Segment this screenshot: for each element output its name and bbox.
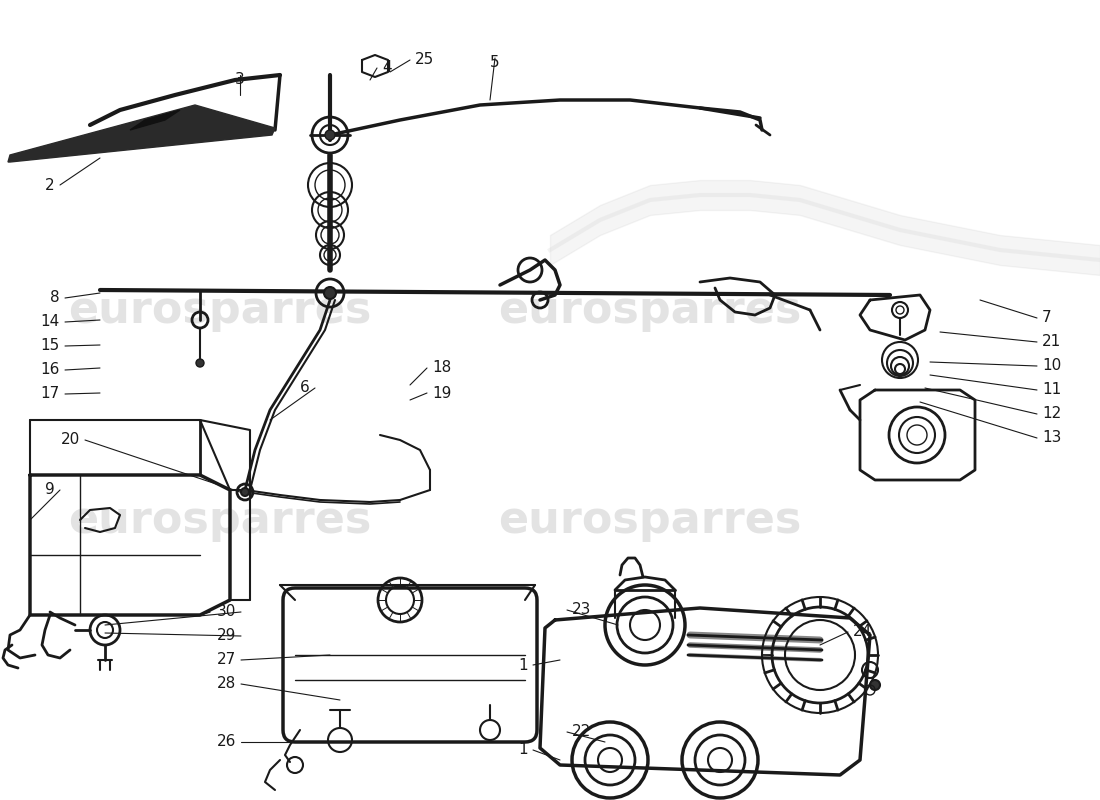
Text: 4: 4	[382, 61, 392, 75]
Text: 16: 16	[41, 362, 60, 378]
Text: 13: 13	[1042, 430, 1062, 446]
FancyBboxPatch shape	[283, 588, 537, 742]
Text: eurosparres: eurosparres	[498, 289, 802, 331]
Text: 12: 12	[1042, 406, 1062, 422]
Text: 14: 14	[41, 314, 60, 330]
Text: 23: 23	[572, 602, 592, 618]
Text: 8: 8	[51, 290, 60, 306]
Text: eurosparres: eurosparres	[498, 498, 802, 542]
Text: eurosparres: eurosparres	[68, 498, 372, 542]
Text: 28: 28	[217, 677, 236, 691]
Circle shape	[241, 488, 249, 496]
Text: 17: 17	[41, 386, 60, 402]
Text: eurosparres: eurosparres	[68, 289, 372, 331]
Text: 2: 2	[45, 178, 55, 193]
Text: 6: 6	[300, 381, 310, 395]
Circle shape	[870, 680, 880, 690]
Text: 7: 7	[1042, 310, 1052, 326]
Text: 27: 27	[217, 653, 236, 667]
Text: 24: 24	[852, 625, 872, 639]
Text: 25: 25	[415, 53, 434, 67]
Text: 30: 30	[217, 605, 236, 619]
Text: 11: 11	[1042, 382, 1062, 398]
Circle shape	[324, 287, 336, 299]
Text: 21: 21	[1042, 334, 1062, 350]
Text: 5: 5	[491, 55, 499, 70]
Text: 22: 22	[572, 725, 592, 739]
Text: 9: 9	[45, 482, 55, 498]
Polygon shape	[130, 110, 180, 130]
Text: 26: 26	[217, 734, 236, 750]
Text: 10: 10	[1042, 358, 1062, 374]
Text: 20: 20	[60, 433, 80, 447]
Text: 15: 15	[41, 338, 60, 354]
Text: 19: 19	[432, 386, 451, 401]
Text: 3: 3	[235, 72, 245, 87]
Polygon shape	[8, 105, 275, 162]
Text: 1: 1	[518, 742, 528, 758]
Text: 1: 1	[518, 658, 528, 673]
Text: 29: 29	[217, 629, 236, 643]
Circle shape	[324, 130, 336, 140]
Text: 18: 18	[432, 361, 451, 375]
Circle shape	[196, 359, 204, 367]
